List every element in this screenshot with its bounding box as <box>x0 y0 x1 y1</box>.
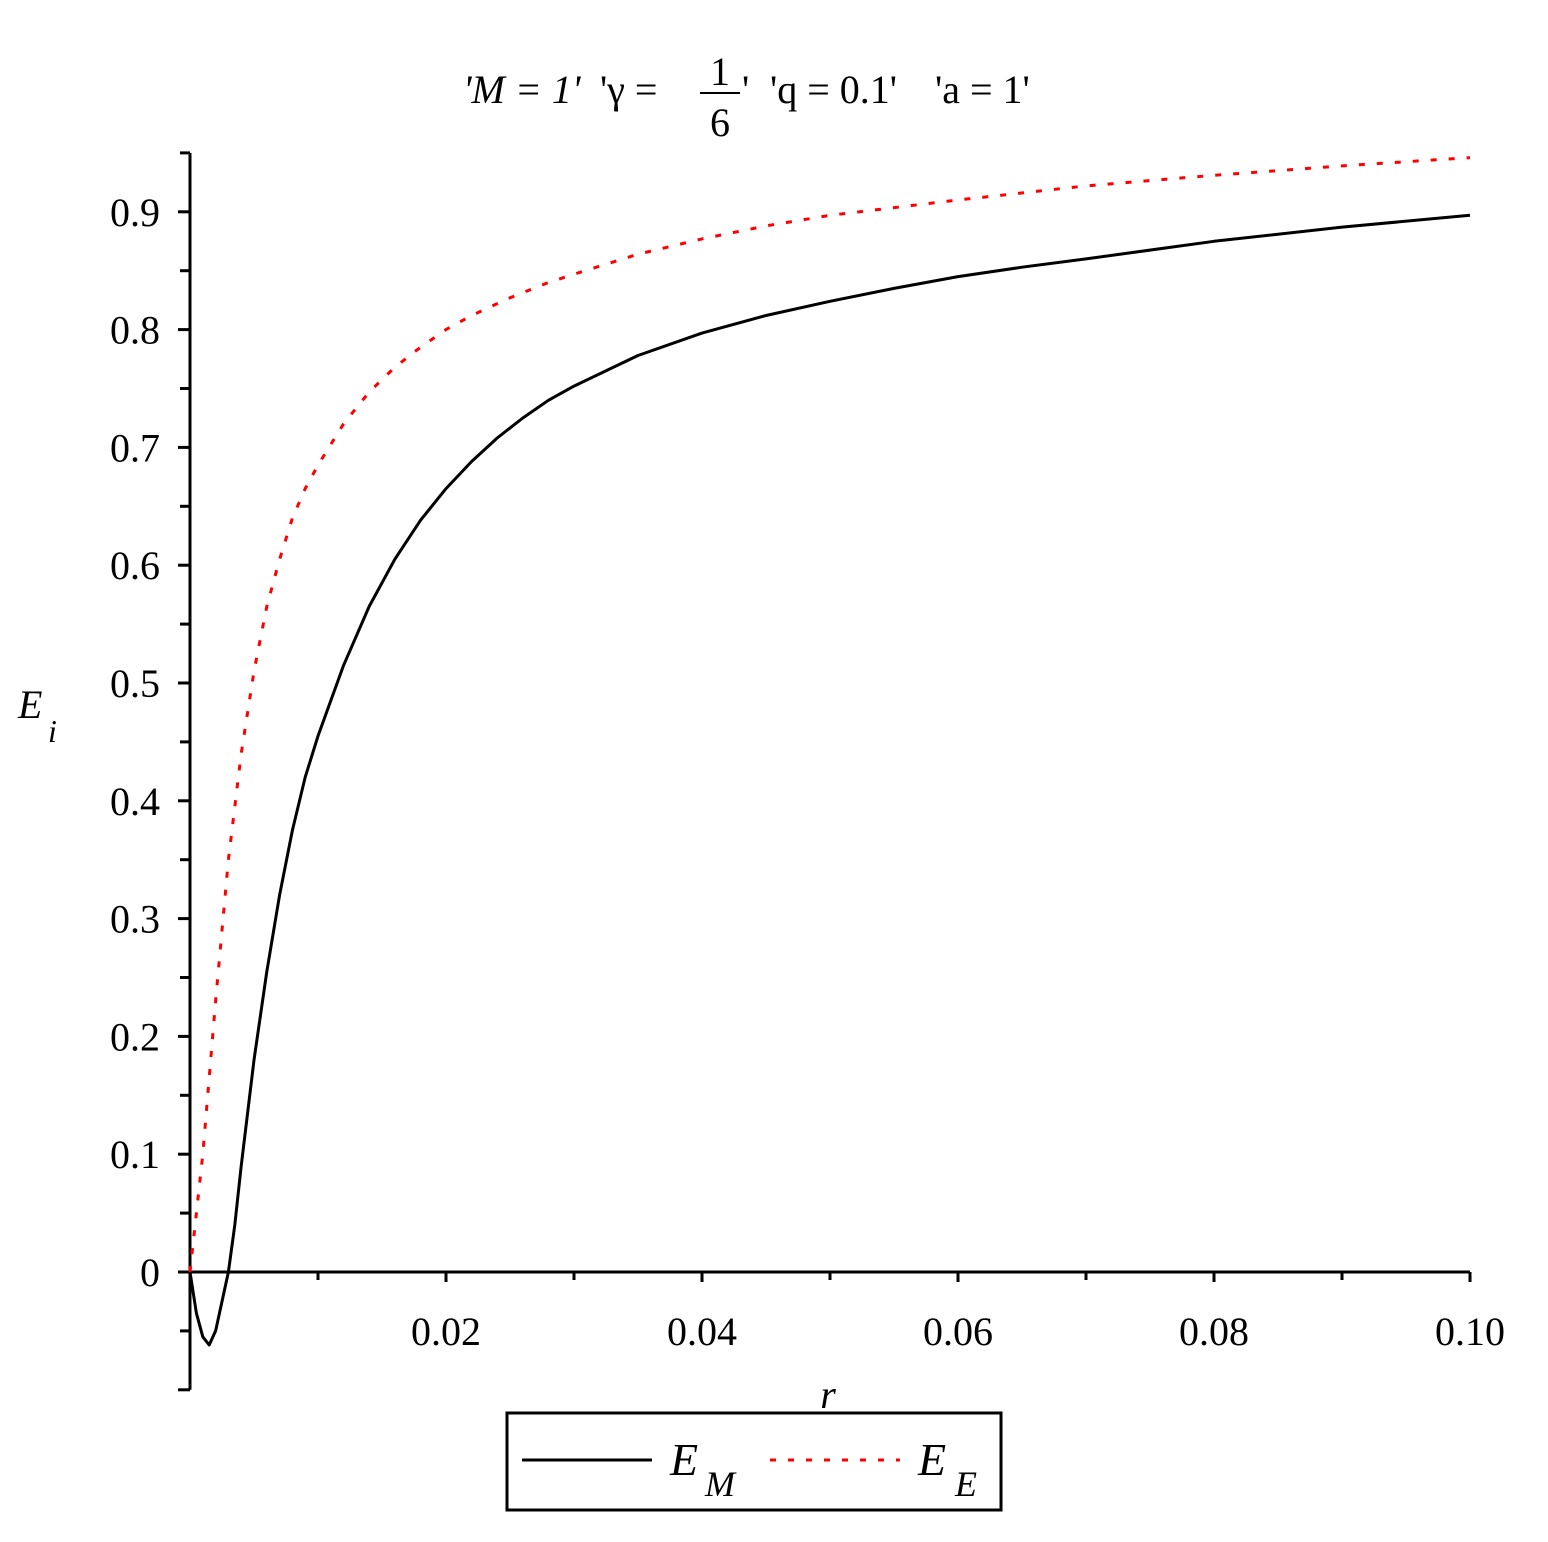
title-a-param: 'a = 1' <box>935 67 1030 112</box>
legend-label-em-sub: M <box>704 1464 737 1504</box>
title-gamma-numerator: 1 <box>710 49 730 94</box>
legend: E M E E <box>505 1411 1003 1512</box>
title-gamma-prefix: 'γ = <box>600 67 657 112</box>
x-tick-label: 0.08 <box>1179 1309 1249 1354</box>
y-tick-label: 0.2 <box>110 1014 160 1059</box>
title-q-param: 'q = 0.1' <box>770 67 897 112</box>
series-line-e-e <box>188 156 1471 1273</box>
y-axis-label: E i <box>17 682 57 749</box>
x-tick-label: 0.06 <box>923 1309 993 1354</box>
y-tick-label: 0.1 <box>110 1132 160 1177</box>
legend-label-em-base: E <box>669 1434 698 1485</box>
chart-title: 'M = 1' 'γ = 1 6 ' 'q = 0.1' 'a = 1' <box>463 49 1030 145</box>
y-ticks: 0 0.1 0.2 0.3 0.4 0.5 0.6 0.7 0.8 0.9 <box>110 151 190 1392</box>
y-tick-label: 0.3 <box>110 897 160 942</box>
x-tick-label: 0.10 <box>1435 1309 1505 1354</box>
title-gamma-suffix: ' <box>742 67 749 112</box>
series-layer <box>188 156 1471 1347</box>
y-axis-label-sub: i <box>48 713 57 749</box>
y-tick-label: 0.5 <box>110 661 160 706</box>
title-gamma-denominator: 6 <box>710 100 730 145</box>
series-line-e-m <box>188 213 1471 1347</box>
y-tick-label: 0 <box>140 1250 160 1295</box>
x-tick-label: 0.02 <box>411 1309 481 1354</box>
axes: 0.02 0.04 0.06 0.08 0.10 0 0.1 0.2 0.3 0.4 0.5 0.6… <box>110 151 1505 1392</box>
x-tick-label: 0.04 <box>667 1309 737 1354</box>
y-tick-label: 0.8 <box>110 308 160 353</box>
legend-label-ee-sub: E <box>954 1464 977 1504</box>
title-m-param: 'M = 1' <box>463 67 582 112</box>
y-tick-label: 0.9 <box>110 190 160 235</box>
x-ticks: 0.02 0.04 0.06 0.08 0.10 <box>316 1272 1505 1354</box>
y-tick-label: 0.4 <box>110 779 160 824</box>
legend-label-ee-base: E <box>917 1434 946 1485</box>
y-tick-label: 0.6 <box>110 543 160 588</box>
y-axis-label-base: E <box>17 682 42 727</box>
y-tick-label: 0.7 <box>110 425 160 470</box>
x-axis-label: r <box>820 1372 836 1417</box>
